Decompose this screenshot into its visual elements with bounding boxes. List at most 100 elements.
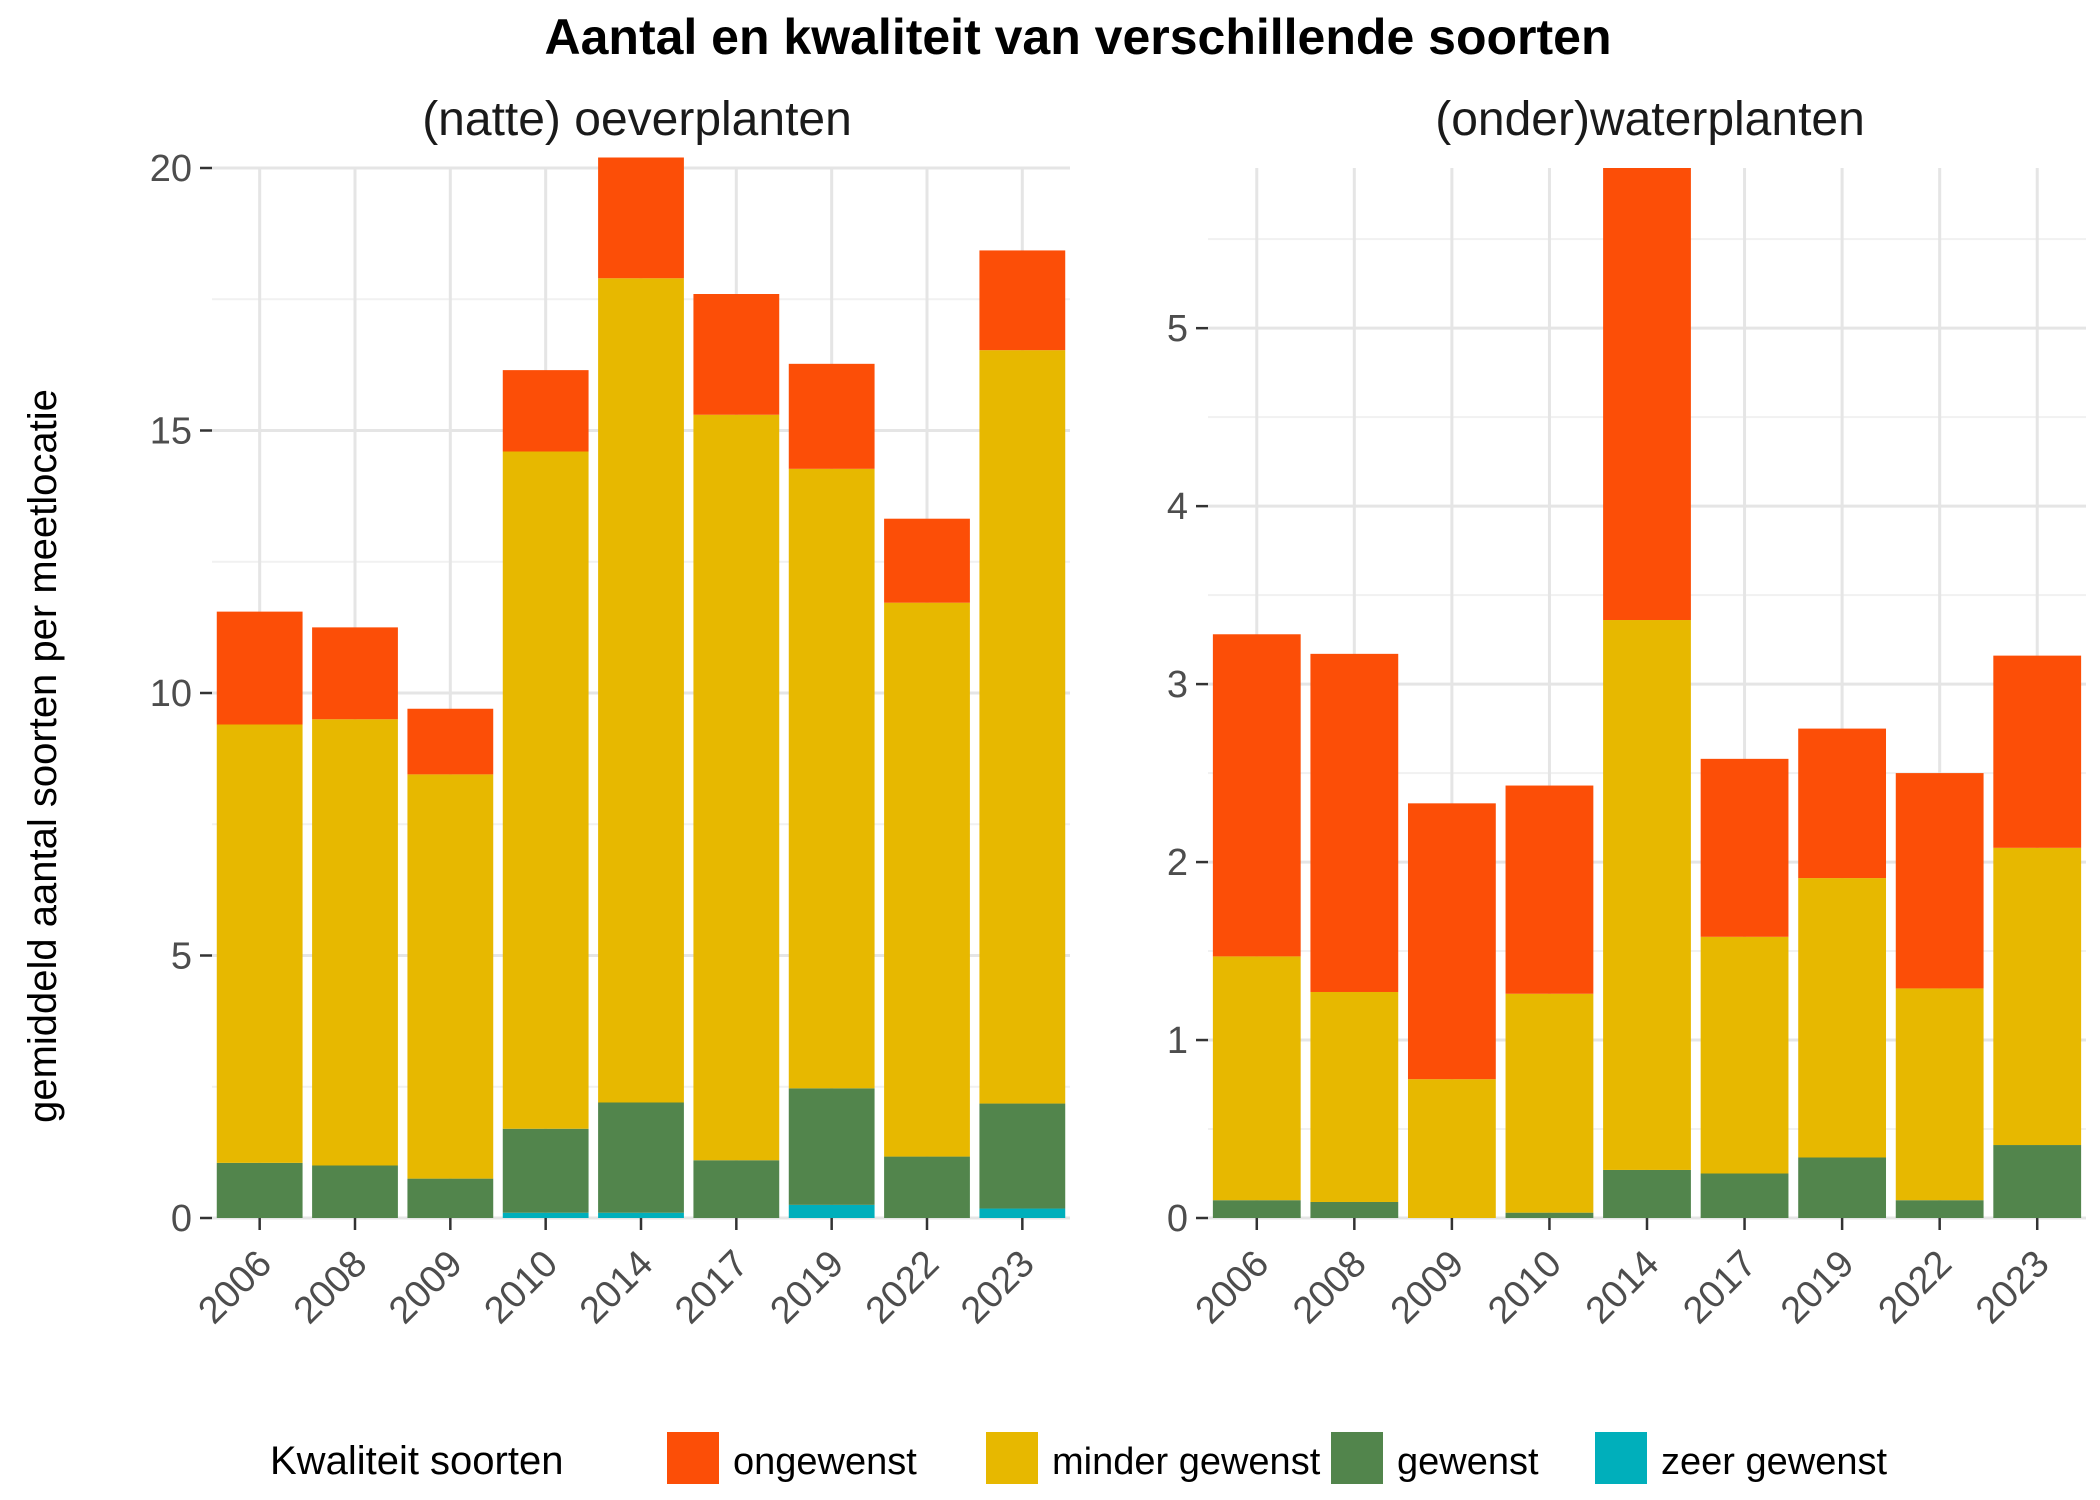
- x-tick-label-2017: 2017: [1675, 1243, 1764, 1332]
- legend-label-gewenst: gewenst: [1397, 1441, 1539, 1483]
- bar-segment-ongewenst-2019: [1798, 728, 1887, 879]
- legend-label-zeer-gewenst: zeer gewenst: [1661, 1441, 1887, 1483]
- bar-segment-zeer-gewenst-2010: [502, 1212, 589, 1218]
- bar-segment-gewenst-2006: [1212, 1200, 1301, 1218]
- bar-segment-zeer-gewenst-2023: [979, 1208, 1066, 1218]
- bar-segment-ongewenst-2009: [1407, 803, 1496, 1080]
- x-tick-label-2023: 2023: [1968, 1243, 2057, 1332]
- legend-title: Kwaliteit soorten: [270, 1439, 563, 1483]
- bar-segment-gewenst-2023: [979, 1103, 1066, 1209]
- x-tick-label-2014: 2014: [572, 1243, 661, 1332]
- bar-segment-minder-gewenst-2022: [1895, 988, 1984, 1201]
- bar-segment-minder-gewenst-2019: [788, 468, 875, 1089]
- panel-title-waterplanten: (onder)waterplanten: [1435, 93, 1865, 146]
- panel-waterplanten: 0 1 2 3 4 5 2006 2008 2009 2010 2014 2017 2019 2022 20…: [1167, 168, 2086, 1332]
- y-tick-label: 2: [1167, 842, 1188, 884]
- bar-segment-gewenst-2023: [1993, 1145, 2082, 1218]
- x-tick-label-2019: 2019: [1773, 1243, 1862, 1332]
- legend-label-ongewenst: ongewenst: [733, 1441, 917, 1483]
- y-tick-label: 20: [150, 148, 192, 190]
- y-tick-label: 1: [1167, 1020, 1188, 1062]
- y-tick-label: 0: [1167, 1198, 1188, 1240]
- legend-key-ongewenst: [667, 1432, 719, 1484]
- y-tick-label: 15: [150, 411, 192, 453]
- bar-segment-gewenst-2009: [407, 1178, 494, 1218]
- x-tick-label-2010: 2010: [1480, 1243, 1569, 1332]
- bar-segment-minder-gewenst-2006: [216, 724, 303, 1163]
- legend-key-zeer-gewenst: [1595, 1432, 1647, 1484]
- x-tick-label-2023: 2023: [953, 1243, 1042, 1332]
- bar-segment-ongewenst-2010: [502, 370, 589, 452]
- bar-segment-ongewenst-2006: [216, 611, 303, 725]
- bar-segment-zeer-gewenst-2014: [598, 1212, 684, 1218]
- bar-segment-ongewenst-2019: [788, 363, 875, 469]
- bar-segment-minder-gewenst-2006: [1212, 956, 1301, 1201]
- bar-segment-ongewenst-2022: [884, 518, 970, 603]
- bar-segment-minder-gewenst-2010: [1505, 993, 1594, 1213]
- x-tick-label-2019: 2019: [763, 1243, 852, 1332]
- bar-segment-minder-gewenst-2023: [1993, 847, 2082, 1146]
- x-tick-label-2017: 2017: [667, 1243, 756, 1332]
- bar-segment-gewenst-2008: [1310, 1201, 1399, 1218]
- x-tick-label-2009: 2009: [381, 1243, 470, 1332]
- bar-segment-ongewenst-2017: [1700, 758, 1789, 937]
- bar-segment-ongewenst-2014: [598, 157, 684, 279]
- y-tick-label: 10: [150, 673, 192, 715]
- bar-segment-minder-gewenst-2017: [693, 414, 780, 1161]
- bar-segment-zeer-gewenst-2019: [788, 1204, 875, 1218]
- bar-segment-ongewenst-2009: [407, 708, 494, 775]
- bar-segment-gewenst-2006: [216, 1162, 303, 1218]
- panel-oeverplanten: 0 5 10 15 20 2006 2008 2009 2010 2014 2017 2019 2022…: [150, 148, 1070, 1332]
- x-tick-label-2010: 2010: [477, 1243, 566, 1332]
- bar-segment-minder-gewenst-2017: [1700, 936, 1789, 1174]
- bar-segment-gewenst-2017: [693, 1160, 780, 1218]
- bar-segment-gewenst-2019: [1798, 1157, 1887, 1218]
- y-tick-label: 3: [1167, 664, 1188, 706]
- x-tick-label-2006: 2006: [1188, 1243, 1277, 1332]
- bar-segment-minder-gewenst-2023: [979, 350, 1066, 1104]
- chart-title: Aantal en kwaliteit van verschillende so…: [544, 9, 1611, 65]
- bar-segment-ongewenst-2017: [693, 294, 780, 415]
- bar-segment-ongewenst-2014: [1603, 168, 1691, 621]
- bar-segment-gewenst-2010: [502, 1128, 589, 1213]
- y-tick-label: 5: [171, 936, 192, 978]
- y-tick-label: 0: [171, 1198, 192, 1240]
- legend-label-minder-gewenst: minder gewenst: [1052, 1441, 1321, 1483]
- bar-segment-gewenst-2022: [884, 1156, 970, 1218]
- bar-segment-gewenst-2008: [312, 1165, 398, 1218]
- bar-segment-gewenst-2019: [788, 1088, 875, 1205]
- x-tick-label-2022: 2022: [858, 1243, 947, 1332]
- bar-segment-gewenst-2022: [1895, 1200, 1984, 1218]
- bar-segment-minder-gewenst-2009: [1407, 1079, 1496, 1218]
- y-axis-label: gemiddeld aantal soorten per meetlocatie: [21, 389, 65, 1123]
- bar-segment-minder-gewenst-2009: [407, 774, 494, 1179]
- bar-segment-ongewenst-2023: [1993, 655, 2082, 848]
- x-tick-label-2006: 2006: [191, 1243, 280, 1332]
- bar-segment-minder-gewenst-2014: [598, 278, 684, 1103]
- x-tick-label-2008: 2008: [1285, 1243, 1374, 1332]
- bar-segment-ongewenst-2006: [1212, 634, 1301, 957]
- legend-key-gewenst: [1331, 1432, 1383, 1484]
- bar-segment-ongewenst-2023: [979, 250, 1066, 351]
- bar-segment-gewenst-2014: [598, 1102, 684, 1213]
- bar-segment-ongewenst-2010: [1505, 785, 1594, 994]
- legend-key-minder-gewenst: [986, 1432, 1038, 1484]
- legend: Kwaliteit soorten ongewenst minder gewens…: [270, 1432, 1887, 1484]
- bar-segment-gewenst-2014: [1603, 1169, 1691, 1218]
- y-tick-label: 4: [1167, 486, 1188, 528]
- bar-segment-minder-gewenst-2014: [1603, 620, 1691, 1170]
- y-tick-label: 5: [1167, 308, 1188, 350]
- x-tick-label-2014: 2014: [1578, 1243, 1667, 1332]
- bar-segment-minder-gewenst-2008: [312, 719, 398, 1166]
- bar-segment-ongewenst-2008: [1310, 653, 1399, 992]
- bar-segment-gewenst-2010: [1505, 1212, 1594, 1218]
- bar-segment-gewenst-2017: [1700, 1173, 1789, 1218]
- bar-segment-ongewenst-2022: [1895, 773, 1984, 989]
- bar-segment-ongewenst-2008: [312, 627, 398, 720]
- x-tick-label-2008: 2008: [286, 1243, 375, 1332]
- bar-segment-minder-gewenst-2008: [1310, 991, 1399, 1202]
- x-tick-label-2022: 2022: [1871, 1243, 1960, 1332]
- bar-segment-minder-gewenst-2010: [502, 451, 589, 1129]
- x-tick-label-2009: 2009: [1383, 1243, 1472, 1332]
